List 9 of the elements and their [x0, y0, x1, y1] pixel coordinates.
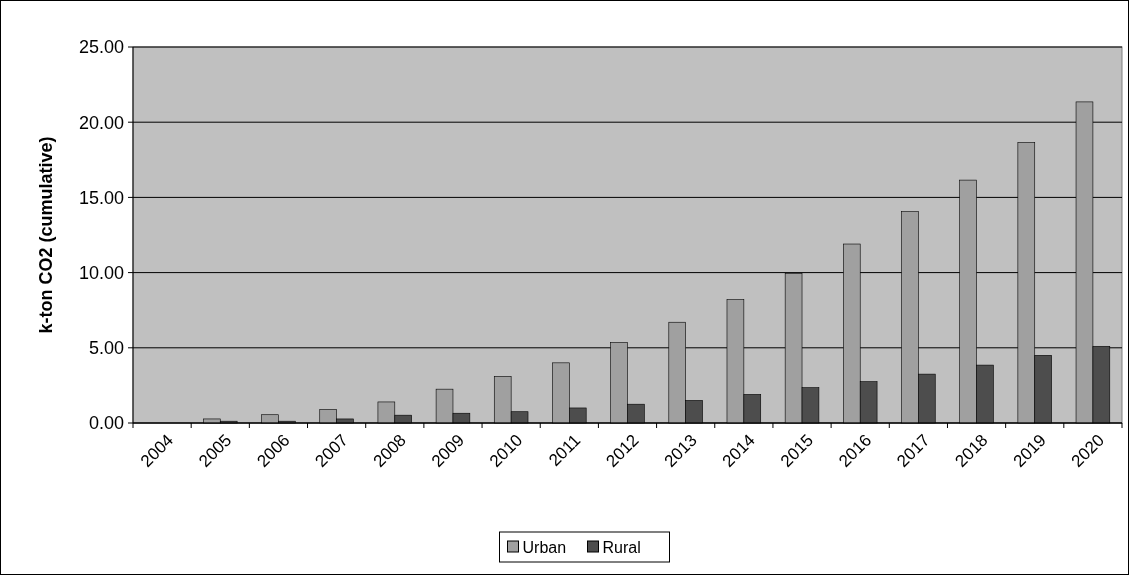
- y-axis-title: k-ton CO2 (cumulative): [36, 136, 56, 334]
- legend-label: Rural: [602, 538, 641, 556]
- y-tick-label: 10.00: [78, 262, 124, 283]
- y-tick-label: 15.00: [78, 187, 124, 208]
- legend-label: Urban: [522, 538, 567, 556]
- y-tick-label: 0.00: [88, 413, 124, 434]
- y-tick-label: 5.00: [88, 338, 124, 359]
- y-tick-label: 20.00: [78, 112, 124, 133]
- y-tick-label: 25.00: [78, 37, 124, 58]
